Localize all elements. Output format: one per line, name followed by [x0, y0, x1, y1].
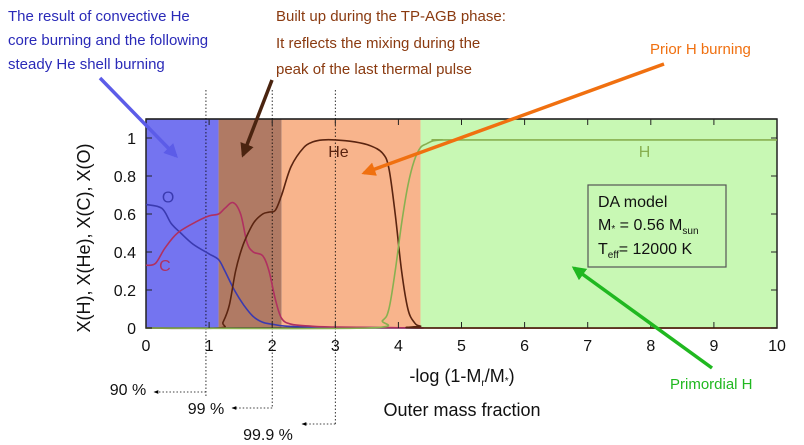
x-tick-label: 9: [709, 338, 718, 355]
x-axis-label: -log (1-Mr/M*): [409, 366, 514, 389]
x-tick-label: 5: [457, 338, 466, 355]
model-info-box: DA model M* = 0.56 Msun Teff= 12000 K: [587, 184, 727, 268]
x-tick-label: 2: [268, 338, 277, 355]
tpagb-annotation: Built up during the TP-AGB phase: It ref…: [240, 8, 506, 158]
outer-mass-fraction-label: Outer mass fraction: [383, 400, 540, 420]
y-tick-label: 1: [127, 131, 136, 148]
model-info-line-3: Teff= 12000 K: [598, 241, 692, 261]
shaded-regions: [146, 119, 777, 328]
y-tick-label: 0.6: [114, 207, 136, 224]
convective-arrow: [98, 76, 178, 159]
prior-h-text: Prior H burning: [650, 41, 751, 58]
convective-text-line-3: steady He shell burning: [8, 56, 165, 73]
x-tick-label: 6: [520, 338, 529, 355]
x-tick-label: 10: [768, 338, 786, 355]
x-tick-label: 4: [394, 338, 403, 355]
mass-fraction-label-1: 99 %: [188, 401, 224, 418]
convective-text-line-1: The result of convective He: [8, 8, 190, 25]
tpagb-text-line-3: peak of the last thermal pulse: [276, 61, 472, 78]
prior-h-arrow: [361, 62, 665, 176]
y-axis-label: X(H), X(He), X(C), X(O): [74, 144, 94, 333]
x-tick-label: 1: [205, 338, 214, 355]
convective-text-line-2: core burning and the following: [8, 32, 208, 49]
region-0: [146, 119, 219, 328]
y-tick-label: 0.2: [114, 283, 136, 300]
series-labels: O C He H: [159, 144, 650, 275]
x-tick-label: 0: [142, 338, 151, 355]
mass-fraction-label-0: 90 %: [110, 382, 146, 399]
y-tick-label: 0.8: [114, 169, 136, 186]
mass-fraction-labels: 90 % 99 % 99.9 %: [110, 382, 336, 444]
model-info-line-1: DA model: [598, 194, 667, 211]
y-tick-label: 0: [127, 321, 136, 338]
tpagb-text-line-1: Built up during the TP-AGB phase:: [276, 8, 506, 25]
series-label-He: He: [328, 144, 349, 161]
mass-fraction-label-2: 99.9 %: [243, 427, 293, 444]
mass-fraction-markers: [205, 90, 336, 424]
region-2: [281, 119, 421, 328]
prior-h-annotation: Prior H burning: [361, 41, 751, 176]
tpagb-arrow: [240, 79, 274, 158]
x-tick-label: 3: [331, 338, 340, 355]
y-tick-label: 0.4: [114, 245, 136, 262]
region-3: [420, 119, 777, 328]
series-He-line: [145, 138, 778, 330]
model-info-frame: [587, 184, 727, 268]
primordial-h-annotation: Primordial H: [571, 266, 753, 393]
series-label-C: C: [159, 258, 171, 275]
series-C-line: [145, 201, 424, 329]
x-tick-label: 7: [583, 338, 592, 355]
series-label-H: H: [639, 144, 651, 161]
tpagb-text-line-2: It reflects the mixing during the: [276, 35, 480, 52]
series-O-line: [145, 203, 424, 329]
series-H-line: [145, 139, 777, 330]
series-label-O: O: [162, 190, 174, 207]
abundance-curves: [145, 138, 778, 330]
convective-annotation: The result of convective He core burning…: [8, 8, 208, 159]
x-tick-label: 8: [646, 338, 655, 355]
model-info-line-2: M* = 0.56 Msun: [598, 217, 699, 237]
axis-ticks: 0 1 2 3 4 5 6 7 8 9 10 0 0.2 0.4 0.6 0.8 1: [114, 119, 786, 355]
primordial-h-arrow: [571, 266, 714, 370]
primordial-h-text: Primordial H: [670, 376, 753, 393]
